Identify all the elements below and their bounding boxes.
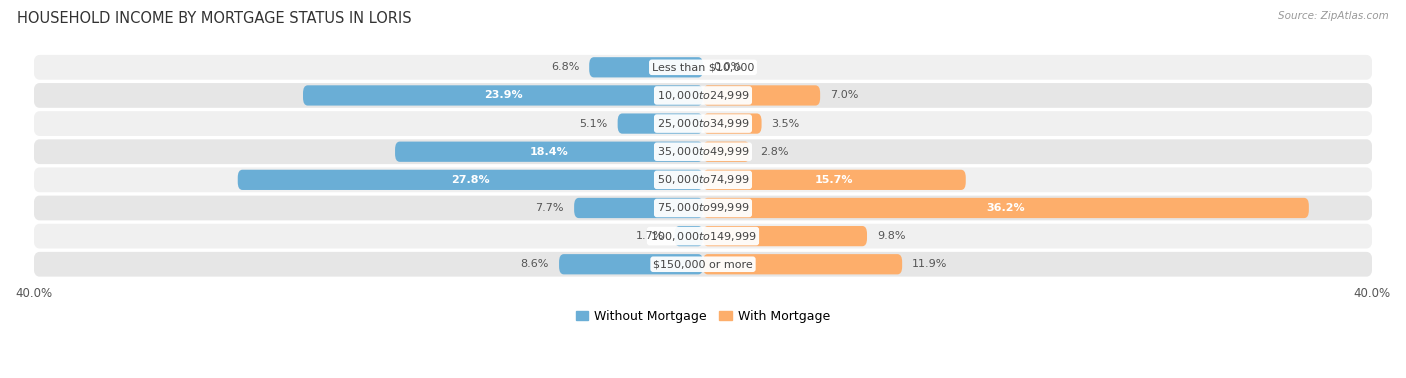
FancyBboxPatch shape — [34, 83, 1372, 108]
Text: 0.0%: 0.0% — [713, 62, 741, 72]
FancyBboxPatch shape — [560, 254, 703, 274]
Text: $10,000 to $24,999: $10,000 to $24,999 — [657, 89, 749, 102]
Text: 11.9%: 11.9% — [912, 259, 948, 269]
FancyBboxPatch shape — [675, 226, 703, 246]
Text: $50,000 to $74,999: $50,000 to $74,999 — [657, 174, 749, 186]
FancyBboxPatch shape — [34, 139, 1372, 164]
Text: 1.7%: 1.7% — [636, 231, 665, 241]
Text: 23.9%: 23.9% — [484, 90, 522, 101]
Text: $25,000 to $34,999: $25,000 to $34,999 — [657, 117, 749, 130]
FancyBboxPatch shape — [703, 198, 1309, 218]
Text: $35,000 to $49,999: $35,000 to $49,999 — [657, 145, 749, 158]
Text: 15.7%: 15.7% — [815, 175, 853, 185]
FancyBboxPatch shape — [34, 224, 1372, 248]
Text: 36.2%: 36.2% — [987, 203, 1025, 213]
FancyBboxPatch shape — [34, 195, 1372, 220]
FancyBboxPatch shape — [589, 57, 703, 77]
FancyBboxPatch shape — [395, 142, 703, 162]
Text: 9.8%: 9.8% — [877, 231, 905, 241]
Text: 6.8%: 6.8% — [551, 62, 579, 72]
Text: $100,000 to $149,999: $100,000 to $149,999 — [650, 229, 756, 243]
Text: HOUSEHOLD INCOME BY MORTGAGE STATUS IN LORIS: HOUSEHOLD INCOME BY MORTGAGE STATUS IN L… — [17, 11, 412, 26]
FancyBboxPatch shape — [617, 113, 703, 134]
Text: Less than $10,000: Less than $10,000 — [652, 62, 754, 72]
Text: 5.1%: 5.1% — [579, 119, 607, 129]
FancyBboxPatch shape — [34, 111, 1372, 136]
FancyBboxPatch shape — [703, 170, 966, 190]
Text: $150,000 or more: $150,000 or more — [654, 259, 752, 269]
Text: 7.7%: 7.7% — [536, 203, 564, 213]
Text: 3.5%: 3.5% — [772, 119, 800, 129]
FancyBboxPatch shape — [34, 252, 1372, 277]
Text: 8.6%: 8.6% — [520, 259, 548, 269]
Text: 27.8%: 27.8% — [451, 175, 489, 185]
FancyBboxPatch shape — [34, 55, 1372, 80]
Text: 7.0%: 7.0% — [830, 90, 859, 101]
FancyBboxPatch shape — [703, 226, 868, 246]
FancyBboxPatch shape — [238, 170, 703, 190]
Text: $75,000 to $99,999: $75,000 to $99,999 — [657, 201, 749, 214]
FancyBboxPatch shape — [703, 142, 749, 162]
Legend: Without Mortgage, With Mortgage: Without Mortgage, With Mortgage — [571, 305, 835, 328]
Text: 18.4%: 18.4% — [530, 147, 568, 157]
Text: 2.8%: 2.8% — [759, 147, 789, 157]
FancyBboxPatch shape — [34, 167, 1372, 192]
FancyBboxPatch shape — [304, 85, 703, 105]
FancyBboxPatch shape — [703, 85, 820, 105]
FancyBboxPatch shape — [703, 113, 762, 134]
FancyBboxPatch shape — [703, 254, 903, 274]
Text: Source: ZipAtlas.com: Source: ZipAtlas.com — [1278, 11, 1389, 21]
FancyBboxPatch shape — [574, 198, 703, 218]
